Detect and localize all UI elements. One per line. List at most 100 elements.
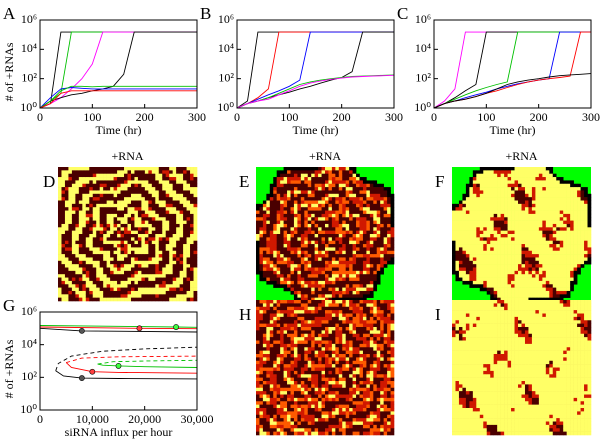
pixel: [500, 274, 505, 278]
pixel: [570, 277, 574, 282]
pixel: [535, 270, 540, 275]
pixel: [387, 227, 391, 231]
pixel: [144, 267, 149, 272]
pixel: [266, 300, 271, 304]
pixel: [120, 250, 125, 255]
pixel: [570, 183, 574, 188]
pixel: [469, 220, 474, 225]
pixel: [472, 260, 477, 265]
pixel: [262, 330, 267, 335]
pixel: [497, 260, 501, 265]
pixel: [311, 193, 315, 198]
pixel: [283, 387, 288, 392]
pixel: [158, 294, 163, 298]
pixel: [338, 264, 343, 268]
pixel: [162, 203, 167, 208]
pixel: [293, 294, 298, 298]
pixel: [82, 260, 87, 265]
pixel: [497, 254, 501, 258]
pixel: [359, 180, 364, 185]
pixel: [518, 217, 522, 221]
pixel: [356, 294, 360, 298]
pixel: [190, 250, 194, 255]
pixel: [465, 280, 470, 285]
pixel: [106, 200, 111, 205]
pixel: [99, 240, 104, 245]
pixel: [500, 264, 505, 268]
pixel: [345, 223, 350, 228]
pixel: [120, 234, 125, 238]
pixel: [493, 270, 498, 275]
pixel: [172, 237, 177, 241]
pixel: [82, 274, 87, 278]
pixel: [106, 270, 111, 275]
pixel: [552, 213, 557, 218]
pixel: [256, 244, 260, 248]
pixel: [144, 167, 149, 171]
pixel: [58, 227, 62, 231]
pixel: [273, 384, 277, 389]
pixel: [266, 431, 271, 436]
pixel: [328, 203, 333, 208]
pixel: [190, 237, 194, 241]
pixel: [144, 207, 149, 211]
pixel: [293, 227, 298, 231]
pixel: [458, 274, 463, 278]
pixel: [193, 254, 198, 258]
pixel: [162, 240, 167, 245]
pixel: [521, 180, 526, 185]
pixel: [179, 277, 184, 282]
pixel: [297, 197, 302, 201]
pixel: [352, 270, 357, 275]
pixel: [103, 254, 107, 258]
pixel: [141, 170, 146, 174]
pixel: [376, 230, 381, 235]
pixel: [89, 257, 94, 262]
pixel: [130, 203, 135, 208]
pixel: [186, 183, 191, 188]
pixel: [349, 277, 353, 282]
pixel: [511, 170, 515, 174]
pixel: [117, 167, 121, 171]
pixel: [61, 187, 66, 191]
pixel: [58, 257, 62, 262]
pixel: [577, 257, 581, 262]
pixel: [563, 274, 567, 278]
pixel: [462, 244, 467, 248]
pixel: [328, 220, 333, 225]
pixel: [92, 287, 97, 292]
pixel: [256, 397, 260, 402]
pixel: [538, 254, 543, 258]
pixel: [266, 391, 271, 395]
pixel: [493, 180, 498, 185]
pixel: [349, 254, 353, 258]
pixel: [293, 303, 298, 308]
pixel: [577, 190, 581, 195]
pixel: [158, 290, 163, 295]
pixel: [383, 210, 388, 215]
pixel: [321, 254, 326, 258]
pixel: [283, 316, 288, 321]
pixel: [504, 294, 508, 298]
pixel: [584, 237, 588, 241]
pixel: [89, 277, 94, 282]
pixel: [266, 303, 271, 308]
pixel: [542, 254, 547, 258]
pixel: [345, 264, 350, 268]
pixel: [179, 234, 184, 238]
pixel: [531, 254, 536, 258]
pixel: [563, 260, 567, 265]
pixel: [148, 207, 153, 211]
pixel: [452, 244, 456, 248]
pixel: [117, 247, 121, 252]
pixel: [110, 280, 114, 285]
pixel: [183, 287, 187, 292]
pixel: [137, 264, 142, 268]
pixel: [331, 270, 336, 275]
pixel: [256, 207, 260, 211]
pixel: [120, 203, 125, 208]
pixel: [359, 234, 364, 238]
pixel: [290, 347, 295, 351]
pixel: [106, 207, 111, 211]
pixel: [356, 193, 360, 198]
